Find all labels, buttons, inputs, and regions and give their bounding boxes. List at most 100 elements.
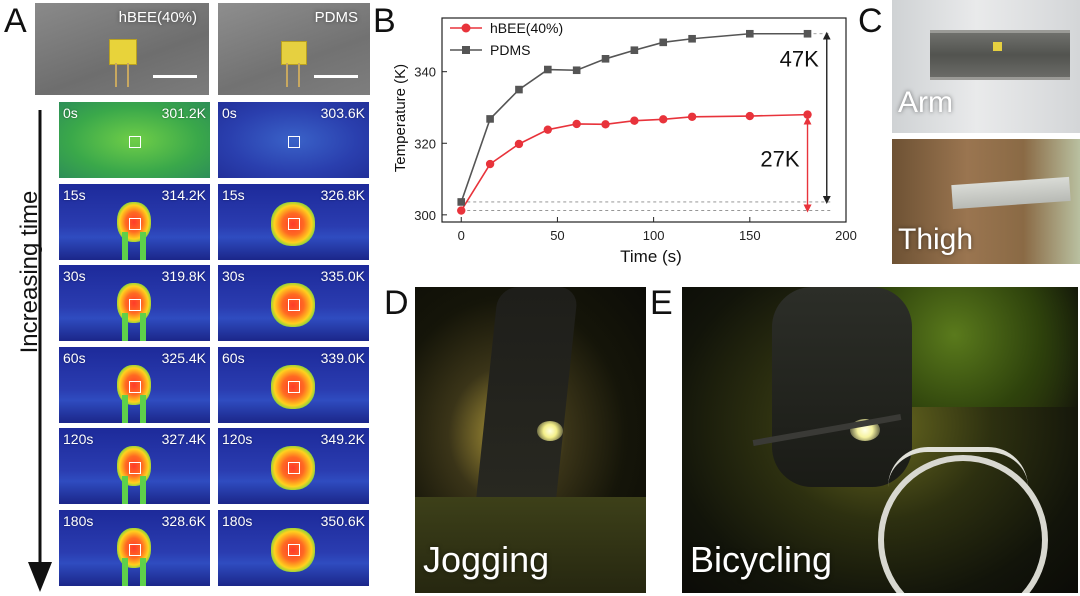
thermal-wire-legs xyxy=(122,313,146,341)
pdms-sample-photo: PDMS xyxy=(218,3,370,95)
crosshair-icon xyxy=(129,299,141,311)
thermal-image: 120s 327.4K xyxy=(59,428,210,504)
pdms-data-point xyxy=(601,55,610,63)
hbee-data-point xyxy=(601,120,610,129)
increasing-time-label: Increasing time xyxy=(16,190,43,354)
panel-d-letter: D xyxy=(384,284,409,322)
arm-label: Arm xyxy=(898,86,953,119)
thermal-temperature-label: 314.2K xyxy=(161,187,206,203)
series-line-hbee xyxy=(460,113,808,211)
thermal-image: 60s 325.4K xyxy=(59,347,210,423)
thermal-time-label: 180s xyxy=(63,513,94,529)
x-axis-label: Time (s) xyxy=(620,247,682,266)
scale-bar xyxy=(153,75,197,78)
thermal-temperature-label: 328.6K xyxy=(161,513,206,529)
thermal-wire-legs xyxy=(122,395,146,423)
x-tick-label: 200 xyxy=(835,228,857,243)
thermal-time-label: 60s xyxy=(63,350,86,366)
crosshair-icon xyxy=(288,218,300,230)
pdms-sample-square xyxy=(281,41,307,65)
crosshair-icon xyxy=(129,136,141,148)
thermal-image: 0s 303.6K xyxy=(218,102,369,178)
thermal-time-label: 15s xyxy=(222,187,245,203)
hbee-data-point xyxy=(543,125,553,134)
thermal-time-label: 30s xyxy=(63,268,86,284)
thermal-image: 15s 326.8K xyxy=(218,184,369,260)
thermal-temperature-label: 301.2K xyxy=(161,105,206,121)
thermal-hotspot xyxy=(271,202,315,246)
thermal-time-label: 0s xyxy=(222,105,237,121)
increasing-time-arrow xyxy=(28,110,52,592)
legend-marker xyxy=(462,46,470,54)
thermal-hotspot xyxy=(271,283,315,327)
pdms-data-point xyxy=(746,29,754,38)
hbee-data-point xyxy=(572,119,581,129)
thermal-wire-legs xyxy=(122,232,146,260)
thermal-temperature-label: 319.8K xyxy=(161,268,206,284)
thermal-temperature-label: 335.0K xyxy=(320,268,365,284)
y-tick-label: 300 xyxy=(414,208,436,223)
bike-fender xyxy=(888,447,1028,487)
hbee-sample-square xyxy=(109,39,137,65)
pdms-data-point xyxy=(688,34,696,43)
hbee-data-point xyxy=(485,159,495,169)
thermal-time-label: 0s xyxy=(63,105,78,121)
hbee-rise-label: 27K xyxy=(760,147,799,172)
x-tick-label: 50 xyxy=(550,228,564,243)
pdms-rise-label: 47K xyxy=(780,46,819,71)
jogging-light-spot xyxy=(537,421,563,441)
temperature-chart: 0 50 100 150 200 300 320 340 47K 27K hBEE(40%) PD… xyxy=(392,17,857,266)
hbee-photo-label: hBEE(40%) xyxy=(118,9,197,26)
x-tick-label: 0 xyxy=(458,228,465,243)
arm-band xyxy=(930,30,1070,80)
pdms-data-point xyxy=(659,38,668,47)
hbee-sample-wire xyxy=(115,63,129,87)
thermal-time-label: 15s xyxy=(63,187,86,203)
x-tick-label: 150 xyxy=(739,228,761,243)
thigh-label: Thigh xyxy=(898,223,974,256)
thermal-temperature-label: 303.6K xyxy=(320,105,365,121)
thermal-wire-legs xyxy=(122,476,146,504)
crosshair-icon xyxy=(129,544,141,556)
thermal-image: 0s 301.2K xyxy=(59,102,210,178)
thermal-temperature-label: 350.6K xyxy=(320,513,365,529)
crosshair-icon xyxy=(129,462,141,474)
panel-b-letter: B xyxy=(373,2,396,40)
hbee-data-point xyxy=(803,110,812,119)
pdms-data-point xyxy=(486,115,494,123)
hbee-data-point xyxy=(659,115,668,124)
pdms-photo-label: PDMS xyxy=(314,9,358,26)
legend-marker xyxy=(461,23,471,33)
hbee-data-point xyxy=(630,116,639,125)
bicycling-label: Bicycling xyxy=(690,539,833,580)
y-tick-label: 340 xyxy=(414,65,436,80)
thermal-image: 15s 314.2K xyxy=(59,184,210,260)
thermal-image: 180s 328.6K xyxy=(59,510,210,586)
thigh-photo: Thigh xyxy=(892,139,1080,264)
legend-label: hBEE(40%) xyxy=(490,20,563,36)
arm-photo: Arm xyxy=(892,0,1080,133)
pdms-data-point xyxy=(515,85,523,94)
cyclist-body xyxy=(772,287,912,487)
panel-e-letter: E xyxy=(650,284,673,322)
thermal-time-label: 120s xyxy=(222,431,253,447)
hbee-data-point xyxy=(514,139,524,149)
y-tick-label: 320 xyxy=(414,136,436,151)
thermal-image: 60s 339.0K xyxy=(218,347,369,423)
arm-band-device xyxy=(993,42,1002,51)
crosshair-icon xyxy=(288,462,300,474)
scale-bar xyxy=(314,75,358,78)
bicycling-photo: Bicycling xyxy=(682,287,1078,593)
y-axis-label: Temperature (K) xyxy=(392,64,409,172)
thermal-temperature-label: 339.0K xyxy=(320,350,365,366)
jogging-label: Jogging xyxy=(423,539,550,580)
panel-a-letter: A xyxy=(4,2,27,40)
hbee-data-point xyxy=(457,206,466,215)
thermal-time-label: 60s xyxy=(222,350,245,366)
thermal-time-label: 120s xyxy=(63,431,94,447)
thermal-image: 120s 349.2K xyxy=(218,428,369,504)
pdms-data-point xyxy=(572,66,581,75)
thermal-time-label: 180s xyxy=(222,513,253,529)
thermal-hotspot xyxy=(271,365,315,409)
thermal-time-label: 30s xyxy=(222,268,245,284)
